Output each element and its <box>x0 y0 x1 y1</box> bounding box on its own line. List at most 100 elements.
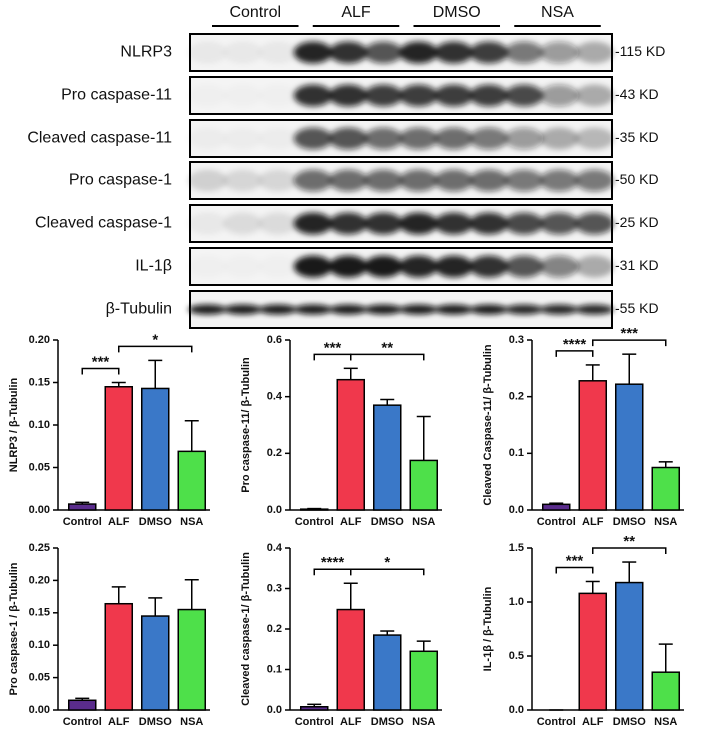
bar <box>104 602 134 711</box>
group-label: DMSO <box>433 4 481 21</box>
y-tick-label: 0.5 <box>509 650 524 662</box>
bands <box>223 255 614 278</box>
bar <box>651 466 681 511</box>
band <box>188 212 227 235</box>
x-tick-label: ALF <box>340 716 362 728</box>
band <box>293 304 333 315</box>
bar <box>651 671 681 711</box>
band <box>539 212 579 235</box>
error-bar <box>658 643 673 673</box>
y-tick-label: 0.1 <box>509 447 524 459</box>
band <box>434 255 474 278</box>
band <box>434 84 474 107</box>
error-bar <box>75 501 90 505</box>
error-bar <box>307 507 322 510</box>
band <box>504 255 544 278</box>
significance-bracket <box>118 345 193 353</box>
band <box>188 169 227 192</box>
band <box>293 255 333 278</box>
band <box>223 169 263 192</box>
bar <box>336 378 366 511</box>
y-tick-label: 0.05 <box>29 672 50 684</box>
band <box>223 85 262 107</box>
bar <box>614 383 644 511</box>
band <box>223 304 263 315</box>
significance-label: *** <box>566 552 584 569</box>
y-tick-label: 0.00 <box>29 504 50 516</box>
y-axis-title: Cleaved caspase-1/ β-Tubulin <box>240 552 252 706</box>
band <box>223 212 263 235</box>
band <box>434 41 474 64</box>
band <box>259 85 298 107</box>
bar <box>104 386 134 511</box>
bands <box>188 84 614 107</box>
bar <box>614 581 644 711</box>
error-bar <box>416 640 431 652</box>
bands <box>188 304 614 315</box>
band <box>469 255 509 278</box>
x-tick-label: Control <box>295 716 334 728</box>
band <box>504 84 544 107</box>
error-bar <box>380 398 395 406</box>
band <box>328 255 368 278</box>
band <box>188 41 227 64</box>
error-bar <box>148 359 163 389</box>
band <box>575 255 614 278</box>
size-label: -25 KD <box>615 214 659 230</box>
group-label: NSA <box>541 4 574 21</box>
bar <box>177 608 207 711</box>
band <box>258 41 298 64</box>
row-label: IL-1β <box>135 258 172 275</box>
y-tick-label: 0.2 <box>267 623 282 635</box>
band <box>188 85 227 107</box>
band <box>223 256 262 278</box>
bar <box>299 706 329 711</box>
band <box>469 127 509 150</box>
significance-label: *** <box>92 353 110 370</box>
band <box>469 169 509 192</box>
band <box>364 304 403 315</box>
y-axis-title: NLRP3 / β-Tubulin <box>8 377 20 472</box>
bands <box>223 127 614 150</box>
y-tick-label: 0.10 <box>29 419 50 431</box>
band <box>575 127 614 150</box>
x-tick-label: DMSO <box>139 716 172 728</box>
band <box>575 212 614 235</box>
bar <box>140 615 170 711</box>
x-tick-label: Control <box>63 716 102 728</box>
band <box>434 212 474 235</box>
size-label: -31 KD <box>615 257 659 273</box>
band <box>223 128 262 150</box>
significance-label: **** <box>321 554 345 571</box>
x-tick-label: Control <box>537 716 576 728</box>
band <box>364 212 403 235</box>
significance-label: ** <box>623 533 635 550</box>
band <box>223 41 263 64</box>
x-tick-label: NSA <box>654 516 677 528</box>
significance-bracket <box>350 353 425 361</box>
band <box>504 212 544 235</box>
size-label: -50 KD <box>615 171 659 187</box>
error-bar <box>658 461 673 468</box>
y-tick-label: 0.00 <box>29 704 50 716</box>
x-tick-label: DMSO <box>371 716 404 728</box>
error-bar <box>75 697 90 701</box>
band <box>328 41 368 64</box>
error-bar <box>307 703 322 707</box>
band <box>399 212 438 235</box>
y-tick-label: 0.0 <box>267 704 282 716</box>
band <box>364 127 403 150</box>
band <box>328 304 368 315</box>
band <box>399 84 438 107</box>
x-tick-label: Control <box>295 516 334 528</box>
bar <box>336 608 366 711</box>
bar <box>67 699 97 711</box>
x-tick-label: ALF <box>108 516 130 528</box>
y-tick-label: 0.2 <box>509 391 524 403</box>
x-tick-label: Control <box>537 516 576 528</box>
error-bar <box>585 580 600 594</box>
significance-label: * <box>152 331 158 348</box>
row-label: Pro caspase-1 <box>69 172 172 189</box>
band <box>364 41 403 64</box>
band <box>539 84 579 107</box>
